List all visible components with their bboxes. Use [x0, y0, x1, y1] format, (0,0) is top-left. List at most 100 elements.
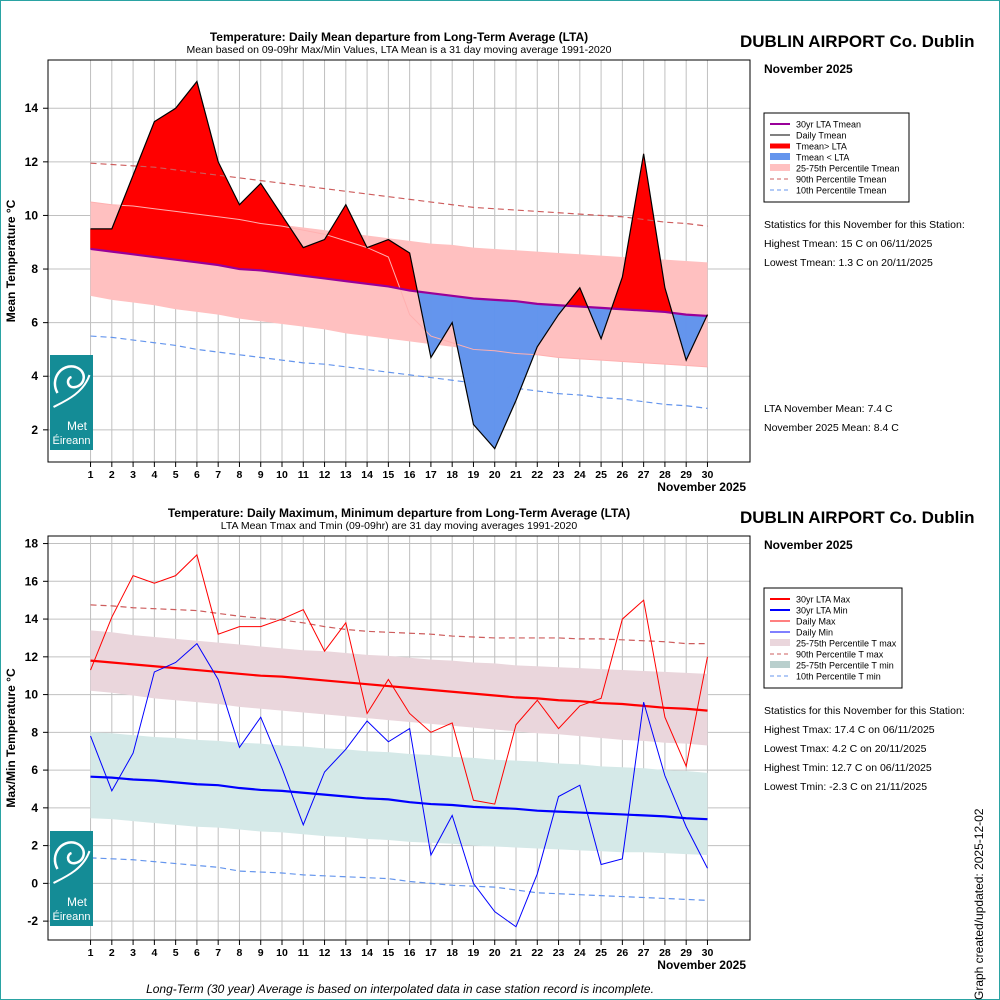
top-xtick-label: 25 [595, 469, 607, 481]
bottom-daily-min-line [90, 642, 708, 928]
bottom-ytick-label: 0 [31, 876, 38, 890]
bottom-subtitle: LTA Mean Tmax and Tmin (09-09hr) are 31 … [221, 520, 578, 532]
bottom-legend-25-75th-percentile-t-max-label: 25-75th Percentile T max [796, 639, 897, 649]
bottom-logo-background [50, 831, 93, 926]
top-legend-daily-tmean-label: Daily Tmean [796, 131, 846, 141]
top-legend-tmean-lta-label: Tmean> LTA [796, 142, 847, 152]
bottom-daily-max-line [90, 553, 708, 805]
bottom-xlabel: November 2025 [657, 958, 746, 972]
top-xtick-label: 30 [702, 469, 714, 481]
bottom-xtick-label: 7 [215, 947, 221, 959]
bottom-xtick-label: 3 [130, 947, 136, 959]
top-xtick-label: 11 [298, 469, 309, 481]
bottom-xtick-label: 8 [237, 947, 243, 959]
top-stat-highest: Highest Tmean: 15 C on 06/11/2025 [764, 238, 933, 250]
bottom-station-name: DUBLIN AIRPORT Co. Dublin [740, 508, 975, 527]
top-xtick-label: 4 [151, 469, 157, 481]
bottom-xtick-label: 5 [173, 947, 179, 959]
bottom-xtick-label: 21 [510, 947, 522, 959]
top-p10-line [90, 335, 708, 409]
bottom-stat-highest-tmax: Highest Tmax: 17.4 C on 06/11/2025 [764, 724, 935, 736]
bottom-legend-box [763, 587, 903, 689]
bottom-logo-swirl-icon [53, 841, 85, 870]
top-stats-block: Statistics for this November for this St… [764, 216, 965, 273]
bottom-xtick-label: 14 [361, 947, 373, 959]
bottom-xtick-label: 12 [319, 947, 331, 959]
top-xtick-label: 1 [88, 469, 94, 481]
top-station-name: DUBLIN AIRPORT Co. Dublin [740, 32, 975, 51]
bottom-xtick-label: 28 [659, 947, 671, 959]
top-xtick-label: 12 [319, 469, 331, 481]
bottom-legend-25-75th-percentile-t-min-swatch [770, 661, 790, 668]
top-xtick-label: 29 [680, 469, 692, 481]
top-month-mean: November 2025 Mean: 8.4 C [764, 422, 899, 434]
bottom-ytick-label: 16 [25, 574, 39, 588]
bottom-xtick-label: 22 [531, 947, 543, 959]
bottom-legend-25-75th-percentile-t-max-swatch [770, 639, 790, 646]
top-xtick-label: 13 [340, 469, 352, 481]
bottom-legend-30yr-lta-max-label: 30yr LTA Max [796, 595, 851, 605]
top-xtick-label: 27 [638, 469, 650, 481]
bottom-stat-lowest-tmin: Lowest Tmin: -2.3 C on 21/11/2025 [764, 781, 928, 793]
top-ylabel: Mean Temperature °C [4, 199, 18, 322]
top-plot-frame [47, 59, 751, 463]
top-xtick-label: 28 [659, 469, 671, 481]
top-legend-tmean-lta-swatch [770, 153, 790, 160]
top-xtick-label: 14 [361, 469, 373, 481]
top-ytick-label: 8 [31, 262, 38, 276]
bottom-xtick-label: 6 [194, 947, 200, 959]
top-stat-lowest: Lowest Tmean: 1.3 C on 20/11/2025 [764, 257, 933, 269]
bottom-ytick-label: 10 [25, 688, 39, 702]
top-ytick-label: 4 [31, 369, 38, 383]
top-means-block: LTA November Mean: 7.4 C November 2025 M… [764, 400, 899, 438]
top-daily-tmean-line [90, 80, 708, 450]
bottom-legend-30yr-lta-min-label: 30yr LTA Min [796, 606, 848, 616]
top-xtick-label: 20 [489, 469, 501, 481]
bottom-xtick-label: 13 [340, 947, 352, 959]
bottom-xtick-label: 25 [595, 947, 607, 959]
bottom-xtick-label: 19 [468, 947, 480, 959]
bottom-month-label: November 2025 [764, 538, 853, 552]
top-lta-tmean-line [90, 247, 708, 318]
bottom-stat-lowest-tmax: Lowest Tmax: 4.2 C on 20/11/2025 [764, 743, 927, 755]
bottom-xtick-label: 18 [446, 947, 458, 959]
top-xtick-label: 16 [404, 469, 416, 481]
top-p90-line [90, 162, 708, 227]
top-xtick-label: 17 [425, 469, 437, 481]
bottom-title: Temperature: Daily Maximum, Minimum depa… [168, 506, 630, 520]
top-xlabel: November 2025 [657, 480, 746, 494]
bottom-legend-daily-min-label: Daily Min [796, 628, 833, 638]
bottom-xtick-label: 27 [638, 947, 650, 959]
bottom-stats-block: Statistics for this November for this St… [764, 702, 965, 797]
top-xtick-label: 18 [446, 469, 458, 481]
bottom-ytick-label: -2 [27, 914, 38, 928]
top-ytick-label: 12 [25, 155, 39, 169]
bottom-ytick-label: 8 [31, 725, 38, 739]
bottom-xtick-label: 9 [258, 947, 264, 959]
top-logo-swirl-icon [53, 365, 85, 394]
bottom-logo-text-eireann: Éireann [53, 910, 91, 923]
top-xtick-label: 6 [194, 469, 200, 481]
top-logo-background [50, 355, 93, 450]
bottom-stats-header: Statistics for this November for this St… [764, 705, 965, 717]
bottom-ytick-label: 14 [25, 612, 39, 626]
bottom-legend-25-75th-percentile-t-min-label: 25-75th Percentile T min [796, 661, 894, 671]
top-legend-90th-percentile-tmean-label: 90th Percentile Tmean [796, 175, 886, 185]
top-subtitle: Mean based on 09-09hr Max/Min Values, LT… [187, 44, 612, 56]
top-xtick-label: 10 [276, 469, 288, 481]
bottom-xtick-label: 15 [383, 947, 395, 959]
bottom-plot-frame [47, 535, 751, 941]
top-legend-30yr-lta-tmean-label: 30yr LTA Tmean [796, 120, 861, 130]
footer-note: Long-Term (30 year) Average is based on … [146, 982, 654, 996]
bottom-p90-tmax-line [90, 604, 708, 645]
top-logo-swoosh-icon [53, 374, 91, 408]
top-ytick-label: 14 [25, 101, 39, 115]
bottom-xtick-label: 4 [151, 947, 157, 959]
top-ytick-label: 2 [31, 423, 38, 437]
bottom-xtick-label: 24 [574, 947, 586, 959]
bottom-legend-90th-percentile-t-max-label: 90th Percentile T max [796, 650, 884, 660]
